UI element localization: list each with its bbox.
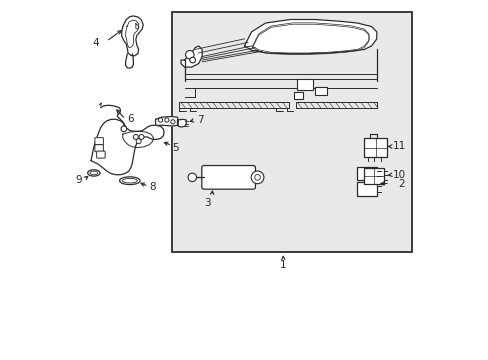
Circle shape (251, 171, 264, 184)
Text: 4: 4 (92, 38, 99, 48)
Ellipse shape (87, 170, 100, 176)
Ellipse shape (90, 171, 98, 175)
Circle shape (136, 139, 141, 144)
FancyBboxPatch shape (364, 168, 383, 184)
Ellipse shape (122, 179, 137, 183)
Circle shape (133, 135, 138, 139)
Polygon shape (177, 119, 186, 127)
Circle shape (254, 175, 260, 180)
Text: 2: 2 (397, 179, 404, 189)
Text: 3: 3 (203, 198, 210, 208)
Polygon shape (244, 19, 376, 54)
Text: 9: 9 (76, 175, 82, 185)
Circle shape (188, 173, 196, 181)
FancyBboxPatch shape (97, 151, 105, 158)
FancyBboxPatch shape (172, 13, 411, 252)
Circle shape (139, 135, 143, 139)
FancyBboxPatch shape (95, 138, 103, 145)
Ellipse shape (120, 177, 140, 185)
Text: 6: 6 (127, 114, 134, 124)
Circle shape (164, 118, 169, 122)
Circle shape (170, 120, 175, 124)
FancyBboxPatch shape (202, 166, 255, 189)
Text: 10: 10 (392, 170, 405, 180)
Text: 7: 7 (197, 115, 203, 125)
FancyBboxPatch shape (364, 138, 386, 157)
Polygon shape (155, 117, 178, 126)
Polygon shape (181, 46, 202, 67)
FancyBboxPatch shape (357, 167, 376, 180)
Text: 11: 11 (392, 141, 405, 152)
Text: 1: 1 (280, 260, 286, 270)
Circle shape (121, 126, 126, 132)
FancyBboxPatch shape (297, 80, 313, 90)
Polygon shape (91, 119, 164, 175)
FancyBboxPatch shape (293, 92, 302, 99)
Polygon shape (125, 54, 133, 68)
Text: 5: 5 (172, 143, 179, 153)
Circle shape (158, 118, 163, 122)
Text: 8: 8 (149, 182, 156, 192)
Circle shape (189, 57, 195, 63)
FancyBboxPatch shape (357, 183, 376, 196)
Circle shape (185, 50, 194, 59)
FancyBboxPatch shape (314, 86, 327, 95)
Polygon shape (122, 16, 143, 56)
FancyBboxPatch shape (95, 145, 103, 152)
